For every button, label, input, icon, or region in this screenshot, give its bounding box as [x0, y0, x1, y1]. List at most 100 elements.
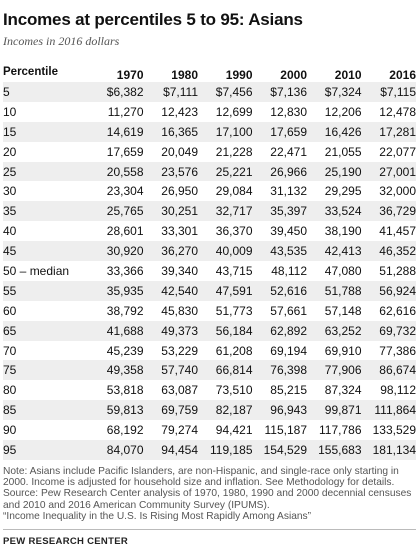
table-cell: 117,786 [319, 423, 362, 438]
income-table: Percentile 1970 1980 1990 2000 2010 2016… [3, 66, 416, 460]
header-percentile: Percentile [3, 66, 58, 78]
table-cell: 49,358 [106, 363, 144, 378]
table-cell: 119,185 [210, 442, 253, 457]
page-title: Incomes at percentiles 5 to 95: Asians [3, 10, 303, 29]
table-cell: 181,134 [372, 442, 416, 457]
table-cell: 59,813 [106, 403, 144, 418]
table-cell: 12,423 [161, 104, 198, 119]
table-cell: 49,373 [161, 323, 198, 338]
table-cell: 47,591 [215, 283, 253, 298]
row-label: 50 – median [3, 263, 70, 278]
table-cell: 28,601 [106, 224, 144, 239]
table-row: 20 17,659 20,049 21,228 22,471 21,055 22,077 [3, 142, 416, 162]
table-row: 70 45,239 53,229 61,208 69,194 69,910 77,386 [3, 341, 416, 361]
table-cell: 51,788 [324, 283, 362, 298]
table-cell: 17,281 [379, 124, 416, 139]
table-cell: 56,184 [215, 323, 253, 338]
table-cell: 61,208 [215, 343, 253, 358]
table-row: 75 49,358 57,740 66,814 76,398 77,906 86,674 [3, 360, 416, 381]
table-cell: 36,729 [379, 204, 416, 219]
table-cell: 45,830 [161, 303, 198, 318]
row-label: 25 [3, 164, 17, 179]
table-cell: 12,478 [379, 104, 416, 119]
table-cell: 45,239 [106, 343, 144, 358]
table-row: 10 11,270 12,423 12,699 12,830 12,206 12,478 [3, 102, 416, 122]
table-cell: 25,221 [215, 164, 253, 179]
table-cell: 96,943 [270, 403, 307, 418]
row-label: 75 [3, 363, 17, 378]
table-cell: 69,194 [270, 343, 307, 358]
row-label: 80 [3, 383, 17, 398]
row-label: 85 [3, 403, 17, 418]
header-year: 2010 [334, 68, 362, 82]
table-cell: 48,112 [271, 263, 307, 278]
table-cell: 63,087 [161, 383, 198, 398]
table-cell: 69,732 [379, 323, 416, 338]
table-cell: 38,190 [324, 224, 362, 239]
table-cell: 62,892 [270, 323, 307, 338]
brand-logo-text: PEW RESEARCH CENTER [3, 535, 128, 547]
table-cell: 56,924 [379, 283, 416, 298]
table-cell: 31,132 [270, 184, 307, 199]
table-cell: $6,382 [106, 84, 144, 99]
table-cell: 23,576 [161, 164, 198, 179]
table-cell: 69,910 [324, 343, 362, 358]
table-cell: 99,871 [324, 403, 362, 418]
table-cell: 46,352 [379, 244, 416, 259]
table-cell: 22,077 [379, 144, 416, 159]
source-text: Source: Pew Research Center analysis of … [3, 488, 412, 511]
table-cell: 42,540 [161, 283, 198, 298]
table-cell: 87,324 [324, 383, 362, 398]
note-text: Note: Asians include Pacific Islanders, … [3, 465, 399, 489]
table-cell: 86,674 [379, 363, 416, 378]
row-label: 35 [3, 204, 17, 219]
row-label: 70 [3, 343, 17, 358]
table-cell: $7,115 [380, 84, 416, 99]
table-cell: 35,397 [270, 204, 307, 219]
table-cell: 30,251 [161, 204, 198, 219]
table-cell: 35,935 [106, 283, 144, 298]
table-cell: 53,229 [161, 343, 198, 358]
table-cell: 57,148 [324, 303, 362, 318]
table-cell: 33,524 [324, 204, 362, 219]
table-cell: 111,864 [374, 403, 416, 418]
table-cell: $7,456 [215, 84, 253, 99]
table-cell: 84,070 [106, 442, 144, 457]
table-cell: 36,270 [161, 244, 198, 259]
table-row: 60 38,792 45,830 51,773 57,661 57,148 62,616 [3, 301, 416, 321]
row-label: 95 [3, 442, 17, 457]
table-cell: 40,009 [215, 244, 253, 259]
row-label: 90 [3, 423, 17, 438]
table-cell: 82,187 [215, 403, 253, 418]
table-cell: 47,080 [324, 263, 362, 278]
table-cell: 39,450 [270, 224, 307, 239]
table-cell: 68,192 [106, 423, 144, 438]
table-row: 50 – median 33,366 39,340 43,715 48,112 47,08… [3, 261, 416, 281]
table-cell: 41,457 [379, 224, 416, 239]
table-row: 35 25,765 30,251 32,717 35,397 33,524 36,729 [3, 201, 416, 222]
table-cell: 51,288 [379, 263, 416, 278]
table-header-row: Percentile 1970 1980 1990 2000 2010 2016 [3, 66, 416, 82]
table-cell: 21,055 [324, 144, 362, 159]
table-cell: 12,830 [270, 104, 307, 119]
divider [3, 528, 416, 530]
table-cell: 38,792 [106, 303, 144, 318]
header-year: 1970 [116, 68, 144, 82]
table-cell: 23,304 [106, 184, 144, 199]
row-label: 30 [3, 184, 17, 199]
header-year: 2016 [389, 68, 416, 82]
table-cell: 154,529 [263, 442, 307, 457]
table-cell: 27,001 [379, 164, 416, 179]
table-row: 15 14,619 16,365 17,100 17,659 16,426 17,281 [3, 121, 416, 142]
header-year: 1990 [225, 68, 253, 82]
table-row: 25 20,558 23,576 25,221 26,966 25,190 27,001 [3, 161, 416, 182]
table-row: 65 41,688 49,373 56,184 62,892 63,252 69,732 [3, 320, 416, 341]
subtitle: Incomes in 2016 dollars [3, 34, 120, 48]
table-cell: 20,049 [161, 144, 198, 159]
table-cell: 77,906 [324, 363, 362, 378]
table-cell: 29,295 [324, 184, 362, 199]
table-row: 40 28,601 33,301 36,370 39,450 38,190 41,457 [3, 221, 416, 241]
table-cell: 30,920 [106, 244, 144, 259]
report-title: “Income Inequality in the U.S. Is Rising… [3, 510, 312, 522]
